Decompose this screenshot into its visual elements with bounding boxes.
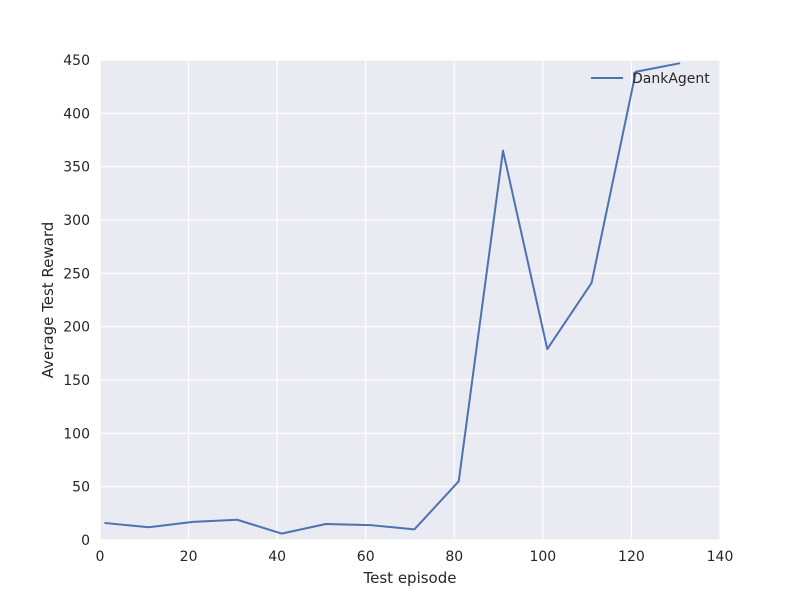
x-tick-label: 40 bbox=[268, 549, 286, 565]
x-axis-label: Test episode bbox=[363, 569, 457, 587]
x-tick-label: 80 bbox=[445, 549, 463, 565]
y-tick-label: 450 bbox=[63, 53, 90, 69]
legend-label: DankAgent bbox=[632, 71, 710, 87]
y-tick-label: 250 bbox=[63, 266, 90, 282]
y-tick-label: 300 bbox=[63, 213, 90, 229]
y-tick-label: 350 bbox=[63, 160, 90, 176]
y-tick-label: 50 bbox=[72, 480, 90, 496]
y-axis-label: Average Test Reward bbox=[39, 222, 57, 379]
x-tick-label: 120 bbox=[618, 549, 645, 565]
y-tick-label: 150 bbox=[63, 373, 90, 389]
x-tick-label: 60 bbox=[357, 549, 375, 565]
legend: DankAgent bbox=[591, 71, 710, 87]
y-tick-label: 0 bbox=[81, 533, 90, 549]
x-tick-label: 100 bbox=[529, 549, 556, 565]
y-tick-label: 200 bbox=[63, 320, 90, 336]
x-tick-label: 0 bbox=[96, 549, 105, 565]
plot-background bbox=[100, 60, 720, 540]
grid bbox=[99, 59, 721, 541]
series-line bbox=[104, 62, 681, 535]
y-tick-label: 400 bbox=[63, 106, 90, 122]
x-tick-label: 140 bbox=[707, 549, 734, 565]
x-tick-label: 20 bbox=[180, 549, 198, 565]
series-layer bbox=[104, 62, 681, 535]
y-tick-label: 100 bbox=[63, 426, 90, 442]
tick-labels: 0 20 40 60 80 100 120 140 0 50 100 150 200 250 300 350 4… bbox=[63, 53, 733, 565]
